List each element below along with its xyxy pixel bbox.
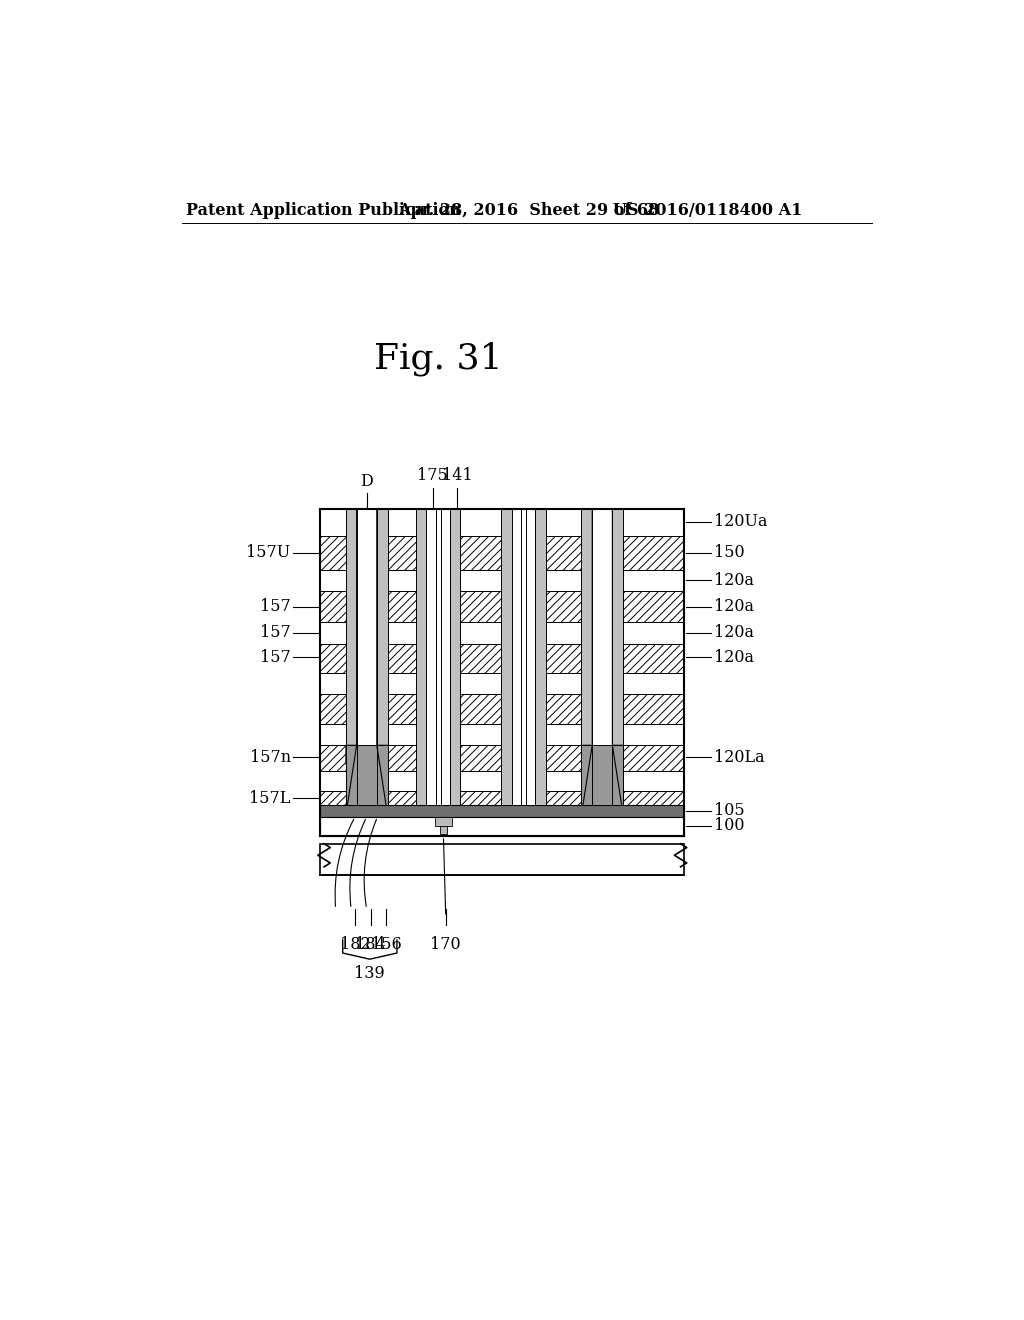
Bar bbox=[321, 694, 684, 723]
Polygon shape bbox=[582, 744, 596, 805]
Bar bbox=[321, 591, 684, 622]
Bar bbox=[321, 843, 684, 875]
Bar bbox=[346, 508, 356, 805]
Text: 120a: 120a bbox=[714, 572, 754, 589]
Bar bbox=[521, 508, 526, 805]
Bar bbox=[321, 723, 684, 744]
Bar bbox=[501, 508, 512, 805]
Bar bbox=[377, 508, 388, 805]
Bar bbox=[426, 508, 450, 805]
Polygon shape bbox=[608, 744, 624, 805]
Text: 184: 184 bbox=[355, 936, 386, 953]
Bar bbox=[416, 508, 426, 805]
Bar bbox=[535, 508, 546, 805]
Text: 150: 150 bbox=[714, 544, 744, 561]
Bar bbox=[321, 644, 684, 673]
Bar bbox=[321, 508, 684, 536]
Text: 157n: 157n bbox=[250, 748, 291, 766]
Text: 157: 157 bbox=[260, 649, 291, 665]
Text: 156: 156 bbox=[371, 936, 401, 953]
Polygon shape bbox=[373, 744, 388, 805]
Text: 175: 175 bbox=[417, 467, 447, 484]
Text: 100: 100 bbox=[714, 817, 744, 834]
Bar bbox=[592, 508, 612, 805]
Bar bbox=[435, 817, 452, 826]
Text: US 2016/0118400 A1: US 2016/0118400 A1 bbox=[613, 202, 803, 219]
Bar bbox=[612, 508, 624, 805]
Bar bbox=[321, 817, 684, 836]
Bar bbox=[321, 673, 684, 694]
Text: 120Ua: 120Ua bbox=[714, 513, 767, 531]
Bar bbox=[450, 508, 461, 805]
Bar bbox=[321, 508, 684, 836]
Bar bbox=[321, 744, 684, 771]
Polygon shape bbox=[346, 744, 360, 805]
Text: 157: 157 bbox=[260, 598, 291, 615]
Bar bbox=[321, 805, 684, 817]
Text: 141: 141 bbox=[442, 467, 473, 484]
Bar bbox=[512, 508, 535, 805]
Text: 105: 105 bbox=[714, 803, 744, 820]
Text: 157: 157 bbox=[260, 624, 291, 642]
Bar bbox=[346, 744, 388, 805]
Text: Patent Application Publication: Patent Application Publication bbox=[186, 202, 461, 219]
Text: 120La: 120La bbox=[714, 748, 765, 766]
Bar bbox=[582, 508, 592, 805]
Text: Fig. 31: Fig. 31 bbox=[374, 342, 503, 376]
Text: 120a: 120a bbox=[714, 598, 754, 615]
Text: 170: 170 bbox=[430, 936, 461, 953]
Text: 157U: 157U bbox=[247, 544, 291, 561]
Text: 157L: 157L bbox=[250, 789, 291, 807]
Bar bbox=[582, 744, 624, 805]
Bar bbox=[321, 792, 684, 805]
Text: 120a: 120a bbox=[714, 624, 754, 642]
Bar bbox=[435, 508, 441, 805]
Bar bbox=[321, 570, 684, 591]
Text: 139: 139 bbox=[354, 965, 385, 982]
Bar bbox=[321, 536, 684, 570]
Text: D: D bbox=[360, 473, 373, 490]
Bar bbox=[321, 622, 684, 644]
Bar bbox=[321, 771, 684, 792]
Text: 120a: 120a bbox=[714, 649, 754, 665]
Text: Apr. 28, 2016  Sheet 29 of 68: Apr. 28, 2016 Sheet 29 of 68 bbox=[397, 202, 659, 219]
Bar bbox=[439, 826, 447, 834]
Text: 182: 182 bbox=[340, 936, 371, 953]
Bar bbox=[356, 508, 377, 805]
